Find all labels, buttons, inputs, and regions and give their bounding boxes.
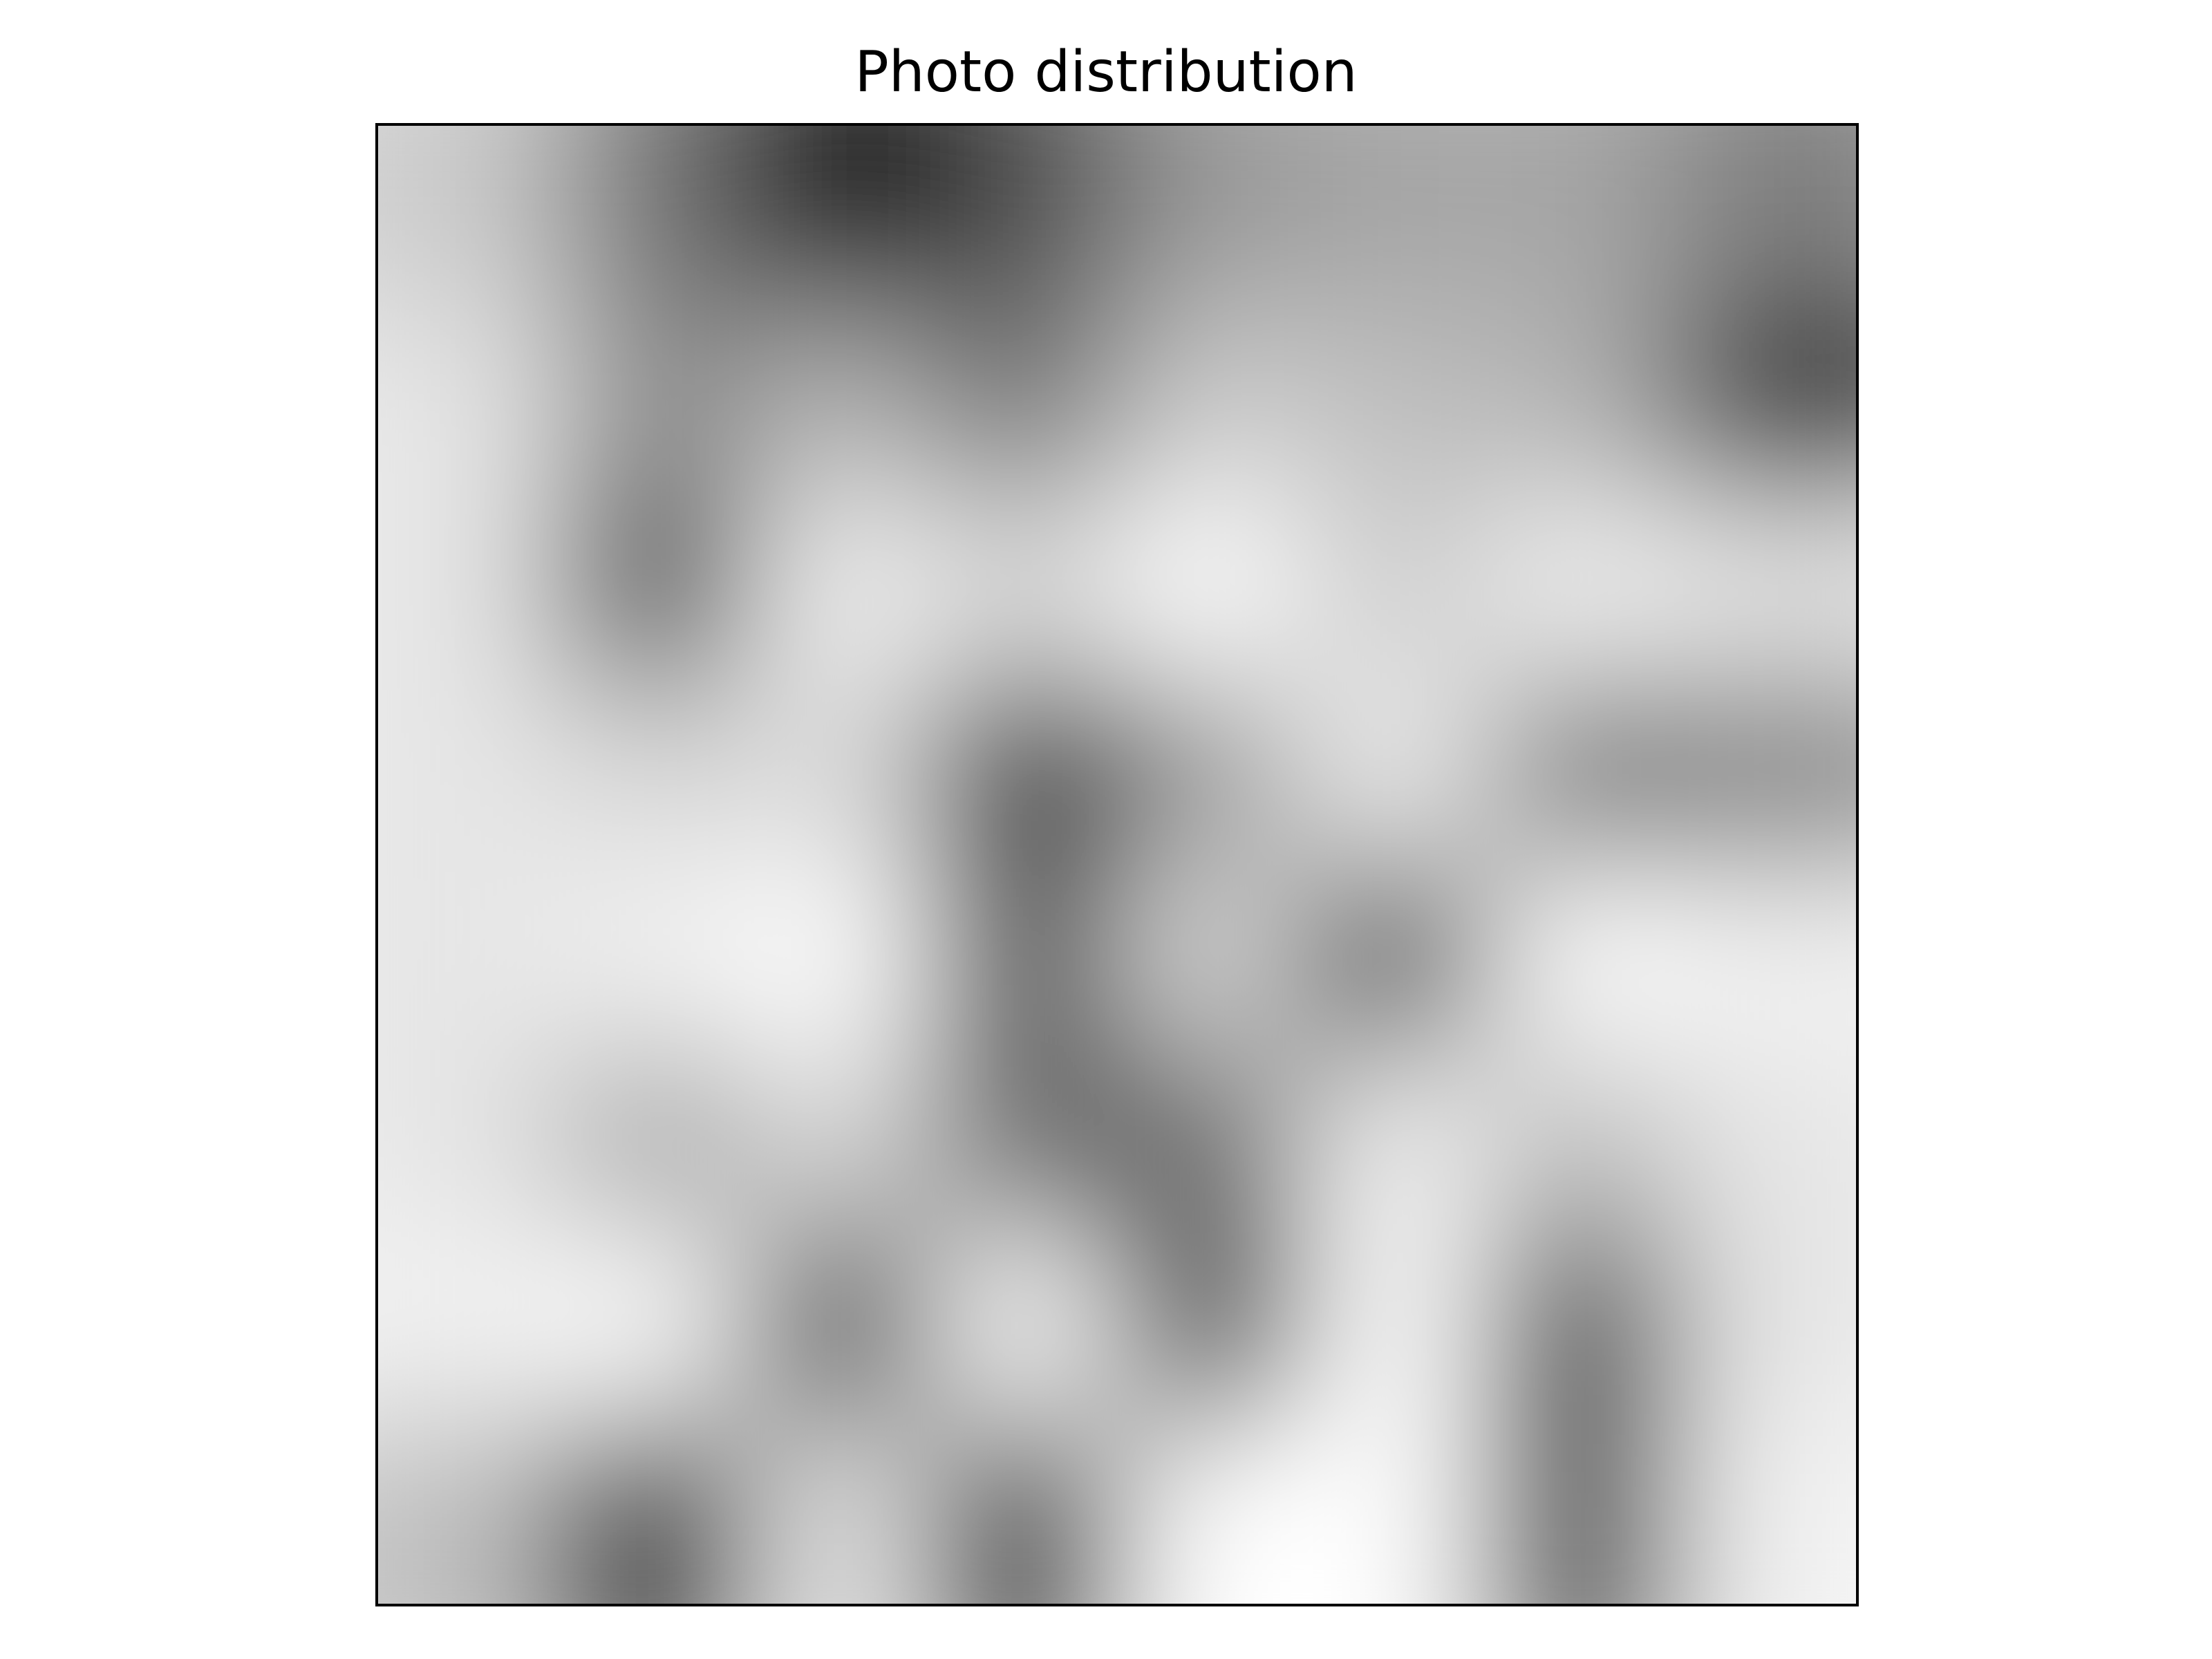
heatmap-cell bbox=[1486, 679, 1673, 866]
heatmap-cell bbox=[1302, 310, 1488, 496]
heatmap-cell bbox=[932, 310, 1118, 496]
heatmap-cell bbox=[563, 310, 749, 496]
heatmap-cell bbox=[747, 679, 934, 866]
heatmap-cell bbox=[747, 1418, 934, 1604]
heatmap-cell bbox=[563, 495, 749, 682]
heatmap-cell bbox=[1671, 679, 1856, 866]
chart-title: Photo distribution bbox=[854, 39, 1358, 105]
heatmap-cell bbox=[1671, 495, 1856, 682]
heatmap-cell bbox=[932, 495, 1118, 682]
heatmap-cell bbox=[747, 1234, 934, 1421]
heatmap-cell bbox=[747, 865, 934, 1051]
heatmap-cell bbox=[563, 679, 749, 866]
heatmap-cells bbox=[378, 126, 1856, 1604]
heatmap-cell bbox=[932, 1049, 1118, 1235]
heatmap-cell bbox=[563, 126, 749, 312]
heatmap-cell bbox=[1671, 310, 1856, 496]
heatmap-cell bbox=[1671, 1418, 1856, 1604]
heatmap-cell bbox=[1117, 1418, 1303, 1604]
heatmap-cell bbox=[932, 1418, 1118, 1604]
heatmap-cell bbox=[1302, 1049, 1488, 1235]
heatmap-plot-area bbox=[375, 123, 1859, 1606]
heatmap-cell bbox=[1302, 495, 1488, 682]
heatmap-cell bbox=[1117, 865, 1303, 1051]
heatmap-cell bbox=[378, 679, 564, 866]
heatmap-cell bbox=[378, 865, 564, 1051]
heatmap-cell bbox=[378, 1234, 564, 1421]
heatmap-cell bbox=[1117, 679, 1303, 866]
heatmap-cell bbox=[1486, 310, 1673, 496]
heatmap-cell bbox=[747, 495, 934, 682]
heatmap-cell bbox=[1486, 1234, 1673, 1421]
heatmap-cell bbox=[747, 310, 934, 496]
heatmap-cell bbox=[563, 1418, 749, 1604]
heatmap-cell bbox=[1671, 1234, 1856, 1421]
heatmap-cell bbox=[932, 865, 1118, 1051]
heatmap-cell bbox=[1302, 1418, 1488, 1604]
heatmap-cell bbox=[1486, 1418, 1673, 1604]
heatmap-cell bbox=[932, 126, 1118, 312]
heatmap-cell bbox=[1117, 495, 1303, 682]
heatmap-cell bbox=[378, 495, 564, 682]
heatmap-cell bbox=[1486, 865, 1673, 1051]
heatmap-cell bbox=[1302, 865, 1488, 1051]
heatmap-cell bbox=[1671, 126, 1856, 312]
heatmap-cell bbox=[563, 1049, 749, 1235]
heatmap-cell bbox=[1117, 126, 1303, 312]
heatmap-cell bbox=[1117, 310, 1303, 496]
heatmap-cell bbox=[932, 1234, 1118, 1421]
heatmap-cell bbox=[1302, 126, 1488, 312]
heatmap-image bbox=[378, 126, 1856, 1604]
heatmap-cell bbox=[378, 1049, 564, 1235]
heatmap-cell bbox=[932, 679, 1118, 866]
heatmap-cell bbox=[1486, 126, 1673, 312]
heatmap-cell bbox=[1486, 1049, 1673, 1235]
heatmap-cell bbox=[1671, 1049, 1856, 1235]
heatmap-cell bbox=[1302, 1234, 1488, 1421]
heatmap-cell bbox=[747, 126, 934, 312]
heatmap-cell bbox=[563, 1234, 749, 1421]
heatmap-cell bbox=[747, 1049, 934, 1235]
heatmap-cell bbox=[563, 865, 749, 1051]
heatmap-cell bbox=[1302, 679, 1488, 866]
heatmap-cell bbox=[1671, 865, 1856, 1051]
heatmap-cell bbox=[1486, 495, 1673, 682]
heatmap-cell bbox=[378, 1418, 564, 1604]
heatmap-cell bbox=[378, 126, 564, 312]
heatmap-cell bbox=[378, 310, 564, 496]
heatmap-cell bbox=[1117, 1049, 1303, 1235]
heatmap-cell bbox=[1117, 1234, 1303, 1421]
